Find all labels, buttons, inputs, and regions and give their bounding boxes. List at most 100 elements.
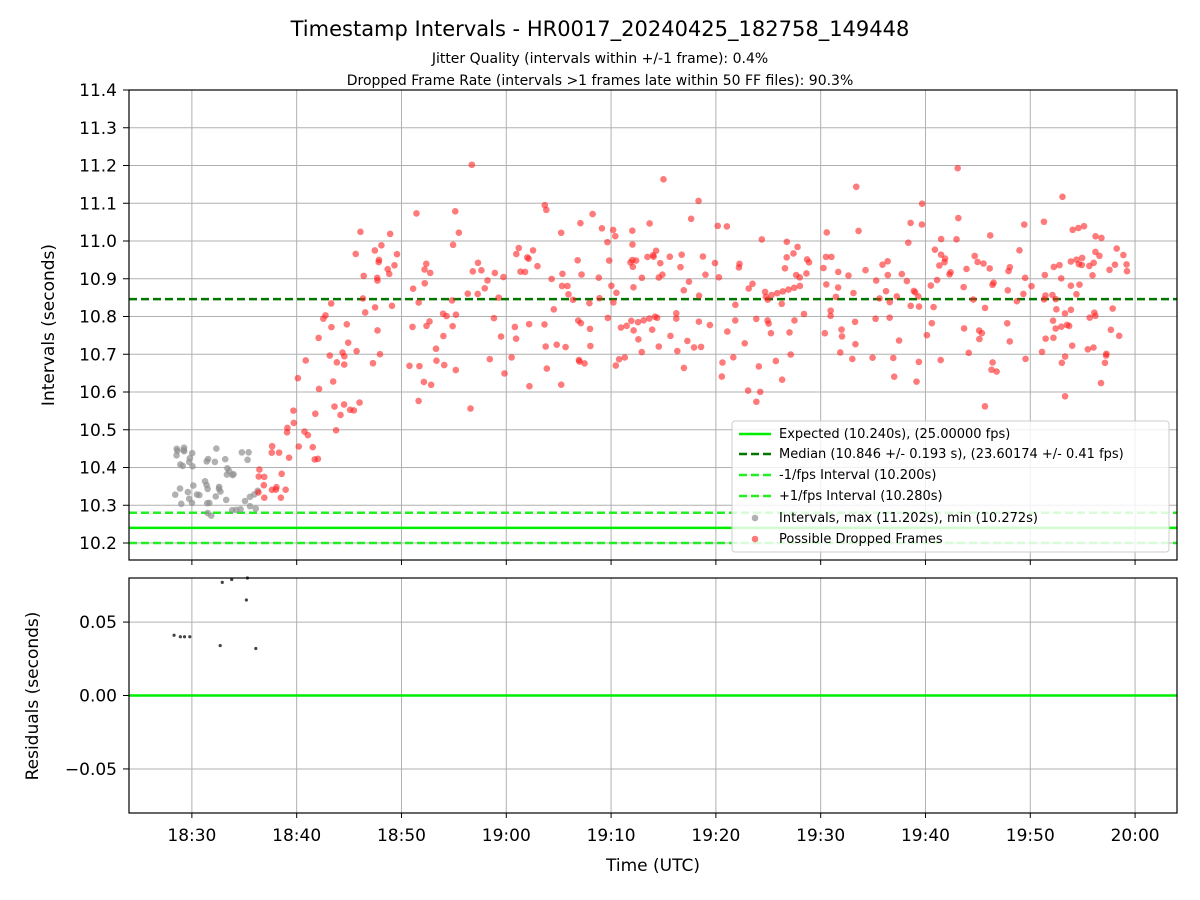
- dropped-frame-point: [786, 329, 793, 336]
- dropped-frame-point: [574, 256, 581, 264]
- dropped-frame-point: [565, 291, 572, 298]
- dropped-frame-point: [1013, 297, 1021, 305]
- dropped-frame-point: [927, 282, 935, 289]
- dropped-frame-point: [680, 286, 688, 294]
- y-tick-label: 10.3: [79, 496, 117, 516]
- dropped-frame-point: [758, 236, 766, 243]
- dropped-frame-point: [800, 310, 808, 318]
- dropped-frame-point: [386, 230, 394, 238]
- dropped-frame-point: [464, 290, 472, 297]
- dropped-frame-point: [678, 251, 685, 258]
- dropped-frame-point: [773, 289, 781, 297]
- dropped-frame-point: [1107, 326, 1115, 334]
- y-tick-label: 10.8: [79, 308, 117, 328]
- dropped-frame-point: [352, 250, 360, 258]
- dropped-frame-point: [353, 347, 360, 355]
- dropped-frame-point: [1084, 346, 1092, 353]
- dropped-frame-point: [629, 227, 636, 235]
- dropped-frame-point: [1063, 321, 1071, 329]
- dropped-frame-point: [1073, 290, 1080, 298]
- dropped-frame-point: [361, 309, 369, 316]
- dropped-frame-point: [1059, 193, 1066, 201]
- dropped-frame-point: [1040, 296, 1048, 303]
- dropped-frame-point: [889, 354, 897, 362]
- y-tick-label: 11.4: [79, 81, 117, 101]
- interval-point: [246, 502, 254, 510]
- dropped-frame-point: [736, 260, 743, 268]
- dropped-frame-point: [731, 317, 739, 324]
- dropped-frame-point: [730, 354, 737, 361]
- dropped-frame-point: [876, 295, 883, 302]
- dropped-frame-point: [1038, 348, 1046, 356]
- dropped-frame-point: [879, 261, 886, 269]
- dropped-frame-point: [838, 333, 846, 340]
- dropped-frame-point: [933, 276, 941, 284]
- dropped-frame-point: [823, 229, 831, 236]
- dropped-frame-point: [923, 331, 931, 339]
- dropped-frame-point: [673, 310, 680, 317]
- dropped-frame-point: [1080, 222, 1088, 230]
- dropped-frame-point: [534, 262, 541, 270]
- dropped-frame-point: [903, 277, 911, 285]
- dropped-frame-point: [610, 299, 617, 306]
- dropped-frame-point: [569, 296, 577, 304]
- dropped-frame-point: [732, 301, 739, 309]
- dropped-frame-point: [655, 274, 663, 281]
- dropped-frame-point: [598, 225, 606, 232]
- legend-marker-intervals: [751, 514, 759, 522]
- dropped-frame-point: [1069, 226, 1076, 234]
- dropped-frame-point: [474, 259, 482, 267]
- dropped-frame-point: [1061, 353, 1069, 360]
- dropped-frame-point: [783, 254, 790, 261]
- dropped-frame-point: [543, 206, 550, 214]
- dropped-frame-point: [855, 227, 862, 235]
- dropped-frame-point: [1076, 281, 1083, 288]
- dropped-frame-point: [478, 267, 485, 274]
- dropped-frame-point: [672, 315, 680, 322]
- dropped-frame-point: [340, 401, 348, 408]
- dropped-frame-point: [931, 246, 939, 253]
- dropped-frame-point: [822, 253, 830, 261]
- dropped-frame-point: [529, 247, 537, 254]
- dropped-frame-point: [886, 314, 893, 322]
- dropped-frame-point: [357, 228, 364, 236]
- dropped-frame-point: [452, 366, 460, 374]
- dropped-frame-point: [268, 442, 276, 450]
- dropped-frame-point: [452, 311, 460, 319]
- dropped-frame-point: [791, 317, 798, 324]
- residual-point: [244, 598, 248, 602]
- dropped-frame-point: [767, 329, 775, 337]
- dropped-frame-point: [309, 443, 317, 451]
- y-tick-label: 11.0: [79, 232, 117, 252]
- dropped-frame-point: [630, 284, 637, 291]
- dropped-frame-point: [989, 281, 996, 289]
- dropped-frame-point: [981, 304, 989, 312]
- dropped-frame-point: [260, 473, 268, 481]
- dropped-frame-point: [852, 340, 859, 348]
- dropped-frame-point: [695, 197, 702, 205]
- dropped-frame-point: [608, 282, 615, 290]
- dropped-frame-point: [255, 489, 262, 496]
- dropped-frame-point: [756, 388, 764, 396]
- dropped-frame-point: [416, 362, 423, 370]
- dropped-frame-point: [937, 356, 944, 364]
- dropped-frame-point: [1067, 258, 1075, 265]
- dropped-frame-point: [422, 260, 430, 268]
- dropped-frame-point: [260, 494, 268, 502]
- dropped-frame-point: [1050, 263, 1058, 271]
- dropped-frame-point: [326, 352, 334, 359]
- dropped-frame-point: [1006, 338, 1014, 345]
- dropped-frame-point: [595, 274, 603, 282]
- dropped-frame-point: [785, 286, 792, 293]
- dropped-frame-point: [884, 271, 892, 279]
- dropped-frame-point: [375, 258, 382, 266]
- dropped-frame-point: [481, 284, 489, 292]
- dropped-frame-point: [911, 288, 919, 296]
- y-axis-label-residuals: Residuals (seconds): [23, 612, 43, 781]
- dropped-frame-point: [907, 219, 914, 227]
- dropped-frame-point: [327, 300, 335, 307]
- dropped-frame-point: [895, 337, 903, 344]
- dropped-frame-point: [501, 370, 508, 377]
- dropped-frame-point: [1111, 261, 1119, 268]
- dropped-frame-point: [559, 270, 566, 278]
